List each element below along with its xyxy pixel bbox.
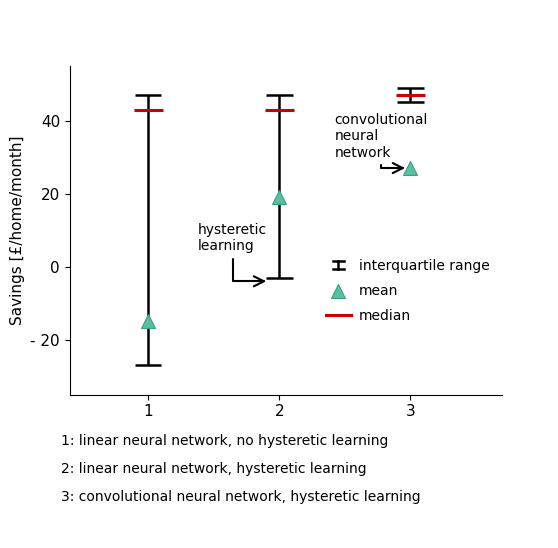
Text: convolutional
neural
network: convolutional neural network xyxy=(334,113,428,173)
Text: hysteretic
learning: hysteretic learning xyxy=(198,223,267,286)
Legend: interquartile range, mean, median: interquartile range, mean, median xyxy=(320,253,496,328)
Point xyxy=(144,317,153,326)
Text: 3: convolutional neural network, hysteretic learning: 3: convolutional neural network, hystere… xyxy=(61,490,421,504)
Point xyxy=(406,164,415,173)
Point xyxy=(275,193,284,202)
Text: 2: linear neural network, hysteretic learning: 2: linear neural network, hysteretic lea… xyxy=(61,462,367,476)
Text: 1: linear neural network, no hysteretic learning: 1: linear neural network, no hysteretic … xyxy=(61,434,388,448)
Y-axis label: Savings [£/home/month]: Savings [£/home/month] xyxy=(10,135,25,325)
